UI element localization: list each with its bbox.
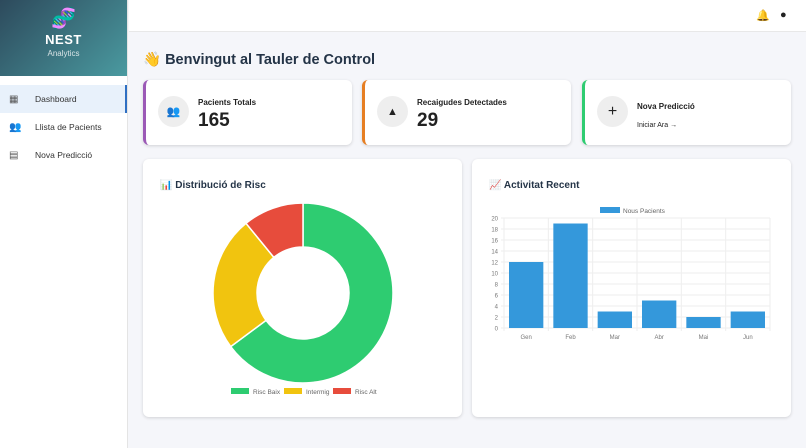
sidebar-item-label: Llista de Pacients — [35, 122, 102, 132]
start-link[interactable]: Iniciar Ara → — [637, 122, 678, 129]
topbar: 🔔 ● — [129, 0, 806, 32]
panel-title: 📈 Activitat Recent — [489, 180, 580, 191]
bar-mar — [597, 311, 632, 328]
legend-label: Nous Pacients — [623, 208, 666, 215]
brand-subtitle: Analytics — [47, 49, 80, 58]
donut-slice-risc-alt — [244, 202, 304, 259]
y-tick-label: 18 — [491, 228, 498, 234]
bar-feb — [553, 223, 588, 328]
panel-title: 📊 Distribució de Risc — [160, 180, 266, 191]
x-tick-label: Mai — [699, 335, 709, 341]
stat-value: 29 — [417, 110, 439, 131]
x-tick-label: Gen — [520, 335, 531, 341]
activity-panel: 📈 Activitat Recent 0 2 4 6 8 10 12 14 16 18 20 Gen F… — [472, 159, 791, 417]
stat-label: Recaigudes Detectades — [417, 98, 507, 107]
sidebar-item-label: Nova Predicció — [35, 150, 93, 160]
x-tick-label: Jun — [743, 335, 753, 341]
brand-title: NEST — [45, 32, 82, 47]
bell-icon[interactable]: 🔔 — [756, 10, 770, 22]
legend-swatch — [333, 388, 351, 394]
y-tick-label: 16 — [491, 239, 498, 245]
donut-slice-risc-baix — [229, 202, 394, 384]
y-tick-label: 0 — [495, 327, 499, 333]
donut-slice-intermig — [212, 222, 275, 348]
y-tick-label: 2 — [495, 316, 499, 322]
stat-card-new-prediction[interactable]: + Nova Predicció Iniciar Ara → — [582, 80, 791, 145]
risk-panel: 📊 Distribució de Risc Risc Baix Intermig R… — [143, 159, 462, 417]
y-tick-label: 10 — [491, 272, 498, 278]
y-tick-label: 12 — [491, 261, 498, 267]
people-icon: 👥 — [158, 96, 189, 127]
dashboard-icon: ▦ — [9, 93, 19, 105]
people-icon: 👥 — [9, 121, 22, 133]
y-tick-label: 4 — [495, 305, 499, 311]
sidebar-item-patients[interactable]: 👥 Llista de Pacients — [0, 113, 127, 141]
account-icon[interactable]: ● — [780, 9, 787, 21]
legend-swatch — [284, 388, 302, 394]
dna-icon: 🧬 — [51, 8, 76, 30]
legend-label: Risc Baix — [253, 389, 281, 396]
bar-mai — [686, 317, 721, 328]
stat-card-relapses: ▲ Recaigudes Detectades 29 — [362, 80, 571, 145]
chart-icon: ▤ — [9, 149, 19, 161]
legend-swatch — [231, 388, 249, 394]
bar-abr — [642, 300, 677, 328]
stat-label: Nova Predicció — [637, 102, 695, 111]
brand: 🧬 NEST Analytics — [0, 0, 127, 76]
activity-bar-chart: 0 2 4 6 8 10 12 14 16 18 20 Gen Feb Mar Abr Mai Jun Nous … — [491, 207, 771, 341]
page-title: 👋 Benvingut al Tauler de Control — [143, 52, 376, 68]
sidebar-item-new-prediction[interactable]: ▤ Nova Predicció — [0, 141, 127, 169]
sidebar-item-label: Dashboard — [35, 94, 77, 104]
warning-icon: ▲ — [377, 96, 408, 127]
x-tick-label: Abr — [654, 335, 663, 341]
x-tick-label: Feb — [565, 335, 576, 341]
y-tick-label: 8 — [495, 283, 499, 289]
legend-label: Risc Alt — [355, 389, 377, 396]
y-tick-label: 14 — [491, 250, 498, 256]
plus-icon: + — [597, 96, 628, 127]
legend-swatch — [600, 207, 620, 213]
risk-donut-chart: Risc Baix Intermig Risc Alt — [212, 202, 394, 396]
bar-jun — [730, 311, 765, 328]
y-tick-label: 20 — [491, 217, 498, 223]
y-tick-label: 6 — [495, 294, 499, 300]
x-tick-label: Mar — [610, 335, 620, 341]
stat-value: 165 — [198, 110, 230, 131]
stat-card-total-patients: 👥 Pacients Totals 165 — [143, 80, 352, 145]
sidebar-item-dashboard[interactable]: ▦ Dashboard — [0, 85, 127, 113]
legend-label: Intermig — [306, 389, 330, 396]
stat-label: Pacients Totals — [198, 98, 257, 107]
bar-gen — [509, 262, 544, 328]
sidebar: 🧬 NEST Analytics ▦ Dashboard 👥 Llista de P… — [0, 0, 128, 448]
